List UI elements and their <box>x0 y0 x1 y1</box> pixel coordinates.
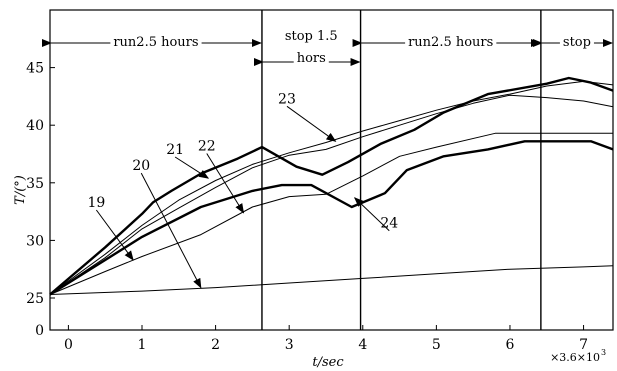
x-axis-multiplier-exponent: 3 <box>601 348 606 357</box>
series-group <box>49 76 614 296</box>
x-axis-label: t/sec <box>312 355 344 370</box>
callout-label: 24 <box>380 216 398 232</box>
phase-annotations: run2.5 hours stop 1.5 hors run2.5 hours stop <box>42 10 613 330</box>
x-tick-label: 7 <box>579 337 588 353</box>
x-tick-label: 0 <box>64 337 73 353</box>
callout-label: 21 <box>166 142 184 158</box>
y-tick-label: 25 <box>26 291 44 307</box>
x-tick-label: 6 <box>506 337 515 353</box>
phase-label-bg <box>293 50 329 65</box>
callout-arrow <box>353 197 390 232</box>
phase-label: stop <box>563 35 591 50</box>
x-tick-label: 1 <box>138 337 147 353</box>
series-line-21 <box>49 76 614 296</box>
callout-arrow <box>286 105 337 142</box>
y-tick-label: 0 <box>35 323 44 339</box>
callout-arrow <box>95 209 134 261</box>
phase-label-bg <box>110 34 202 49</box>
phase-label-bg <box>559 34 594 49</box>
phase-label-bg <box>405 34 497 49</box>
phase-label: stop 1.5 <box>285 29 338 44</box>
callout-label: 23 <box>278 91 296 107</box>
phase-label-bg <box>281 28 341 43</box>
series-callouts: 19 20 21 22 23 24 <box>87 91 398 289</box>
phase-label-line2: hors <box>297 51 326 66</box>
y-axis-label: T/(°) <box>13 175 28 205</box>
x-tick-label: 3 <box>285 337 294 353</box>
callout-arrow <box>174 156 210 179</box>
x-tick-label: 5 <box>432 337 441 353</box>
x-tick-label: 2 <box>211 337 220 353</box>
callout-arrow <box>206 153 245 214</box>
x-axis-multiplier: ×3.6×10 <box>550 351 600 364</box>
series-line-24 <box>49 140 614 296</box>
plot-frame <box>49 9 614 331</box>
callout-label: 19 <box>87 195 105 211</box>
x-tick-label: 4 <box>358 337 367 353</box>
y-tick-label: 30 <box>26 233 44 249</box>
y-tick-label: 45 <box>26 61 44 77</box>
callout-label: 20 <box>132 158 150 174</box>
callout-label: 22 <box>198 139 216 155</box>
phase-label: run2.5 hours <box>113 35 198 50</box>
phase-label: run2.5 hours <box>408 35 493 50</box>
callout-arrow <box>140 172 202 289</box>
y-tick-label: 40 <box>26 118 44 134</box>
series-line-23 <box>49 80 614 295</box>
y-tick-label: 35 <box>26 176 44 192</box>
series-line-19 <box>49 132 613 295</box>
series-line-20 <box>49 265 614 295</box>
series-line-22 <box>49 94 614 295</box>
